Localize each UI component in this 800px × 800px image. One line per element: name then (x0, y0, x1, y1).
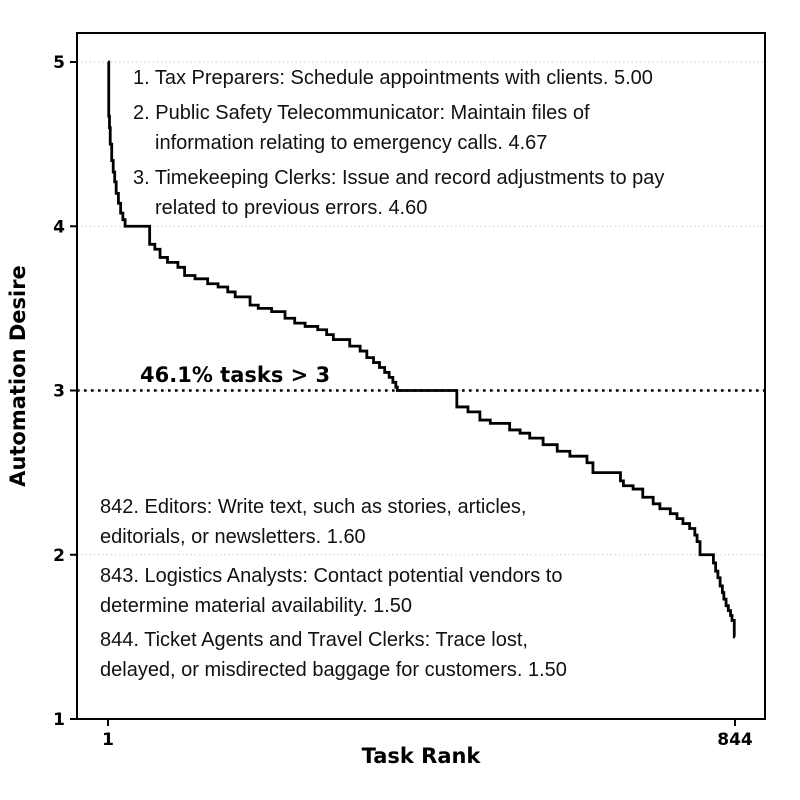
y-tick-label-5: 5 (53, 53, 65, 73)
bottom-task-line-4: 844. Ticket Agents and Travel Clerks: Tr… (100, 629, 528, 651)
y-tick-label-3: 3 (53, 382, 65, 402)
top-task-line-4: related to previous errors. 4.60 (155, 197, 427, 219)
y-tick-label-2: 2 (53, 546, 65, 566)
top-task-line-2: information relating to emergency calls.… (155, 132, 547, 154)
bottom-task-line-1: editorials, or newsletters. 1.60 (100, 526, 366, 548)
x-axis-title: Task Rank (362, 744, 482, 768)
axis-ticks: 1 2 3 4 5 1 844 (53, 53, 753, 750)
bottom-task-line-3: determine material availability. 1.50 (100, 595, 412, 617)
y-tick-label-4: 4 (53, 217, 65, 237)
bottom-task-line-5: delayed, or misdirected baggage for cust… (100, 659, 567, 681)
bottom-tasks-annotation: 842. Editors: Write text, such as storie… (100, 496, 567, 681)
y-axis-title: Automation Desire (6, 265, 30, 487)
top-task-line-3: 3. Timekeeping Clerks: Issue and record … (133, 167, 664, 189)
x-tick-label-1: 1 (102, 730, 114, 750)
bottom-task-line-2: 843. Logistics Analysts: Contact potenti… (100, 565, 563, 587)
y-tick-label-1: 1 (53, 710, 65, 730)
bottom-task-line-0: 842. Editors: Write text, such as storie… (100, 496, 526, 518)
gridlines (77, 61, 765, 556)
top-tasks-annotation: 1. Tax Preparers: Schedule appointments … (133, 67, 664, 219)
step-curve (107, 60, 736, 639)
threshold-label: 46.1% tasks > 3 (140, 363, 330, 387)
top-task-line-0: 1. Tax Preparers: Schedule appointments … (133, 67, 653, 89)
top-task-line-1: 2. Public Safety Telecommunicator: Maint… (133, 102, 590, 124)
x-tick-label-844: 844 (717, 730, 753, 750)
plot-border (76, 32, 766, 720)
